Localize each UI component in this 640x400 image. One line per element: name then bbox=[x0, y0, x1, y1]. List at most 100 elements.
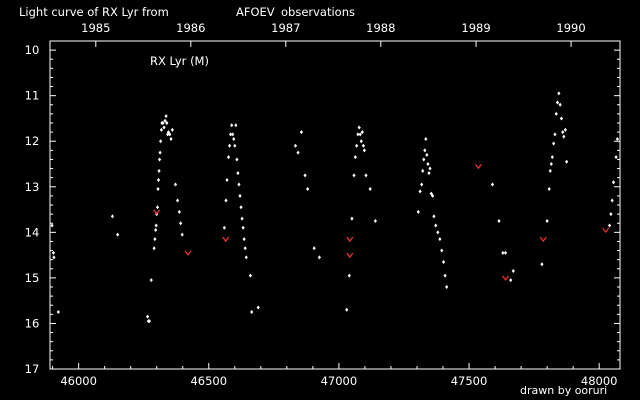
observation-point bbox=[56, 310, 60, 315]
observation-point bbox=[358, 132, 362, 137]
observation-point bbox=[432, 214, 436, 219]
observation-point bbox=[226, 155, 231, 160]
observation-point bbox=[550, 155, 554, 160]
year-label: 1985 bbox=[81, 21, 110, 35]
observation-point bbox=[165, 121, 169, 125]
observation-point bbox=[359, 139, 363, 144]
observation-point bbox=[303, 173, 307, 178]
observation-point bbox=[552, 141, 556, 146]
observation-point bbox=[509, 278, 513, 283]
observation-point bbox=[231, 132, 235, 137]
y-tick-label: 17 bbox=[25, 362, 40, 376]
x-tick-label: 48000 bbox=[581, 374, 618, 388]
fainter-than-mark bbox=[184, 250, 192, 256]
observation-point bbox=[238, 193, 242, 198]
observation-point bbox=[416, 209, 420, 214]
observation-point bbox=[180, 232, 184, 237]
observation-point bbox=[426, 162, 430, 166]
observation-point bbox=[177, 209, 181, 214]
observation-point bbox=[353, 155, 357, 160]
observation-point bbox=[52, 255, 56, 260]
observation-point bbox=[152, 246, 156, 251]
observation-point bbox=[159, 127, 163, 132]
fainter-than-mark bbox=[602, 227, 610, 234]
observation-point bbox=[222, 225, 226, 230]
observation-point bbox=[237, 182, 241, 187]
observation-point bbox=[609, 212, 613, 217]
observation-point bbox=[296, 150, 300, 155]
x-tick-label: 46000 bbox=[60, 374, 97, 388]
fainter-than-mark bbox=[474, 163, 482, 170]
observation-point bbox=[362, 148, 367, 153]
year-label: 1987 bbox=[271, 21, 300, 35]
observation-point bbox=[345, 307, 349, 312]
top-year-axis: 1985 1986 1987 1988 1989 1990 bbox=[81, 21, 586, 47]
observation-point bbox=[360, 130, 364, 135]
observation-point bbox=[154, 223, 158, 228]
observation-point bbox=[250, 310, 254, 315]
observation-point bbox=[225, 177, 229, 182]
y-tick-label: 14 bbox=[25, 225, 40, 239]
observation-point bbox=[149, 278, 153, 283]
observation-point bbox=[558, 102, 562, 107]
observation-point bbox=[434, 223, 438, 228]
observation-point bbox=[232, 136, 236, 141]
credit-text: drawn by ooruri bbox=[520, 384, 607, 397]
observation-point bbox=[425, 152, 429, 157]
observation-point bbox=[164, 114, 168, 119]
fainter-than-mark bbox=[222, 236, 230, 243]
observation-point bbox=[234, 123, 238, 128]
observation-point bbox=[428, 166, 432, 171]
observation-point bbox=[248, 273, 253, 278]
observation-point bbox=[293, 143, 298, 148]
observation-point bbox=[158, 150, 162, 155]
observation-point bbox=[236, 171, 240, 176]
observation-point bbox=[116, 232, 120, 237]
observation-point bbox=[347, 273, 351, 278]
observation-point bbox=[423, 148, 427, 153]
observation-point bbox=[443, 273, 447, 278]
observation-point bbox=[557, 91, 561, 96]
y-tick-label: 15 bbox=[25, 271, 40, 285]
y-tick-label: 10 bbox=[25, 43, 40, 57]
data-points bbox=[50, 91, 619, 324]
observation-point bbox=[156, 177, 161, 182]
observation-point bbox=[422, 157, 426, 162]
observation-point bbox=[361, 143, 365, 148]
observation-point bbox=[490, 182, 495, 187]
observation-point bbox=[614, 155, 618, 160]
observation-point bbox=[441, 259, 446, 264]
observation-point bbox=[110, 214, 115, 219]
year-label: 1990 bbox=[556, 21, 585, 35]
year-label: 1989 bbox=[461, 21, 490, 35]
y-tick-label: 16 bbox=[25, 316, 40, 330]
observation-point bbox=[179, 221, 183, 226]
observation-point bbox=[243, 246, 247, 251]
observation-point bbox=[256, 305, 260, 310]
observation-point bbox=[501, 250, 505, 255]
observation-point bbox=[51, 250, 55, 255]
observation-point bbox=[352, 173, 356, 178]
observation-point bbox=[229, 132, 233, 137]
observation-point bbox=[554, 111, 558, 116]
x-axis: 46000 46500 47000 47500 48000 bbox=[52, 363, 618, 388]
observation-point bbox=[431, 193, 435, 198]
x-tick-label: 46500 bbox=[190, 374, 227, 388]
observation-point bbox=[239, 205, 243, 210]
observation-point bbox=[155, 205, 160, 210]
observation-point bbox=[169, 136, 173, 141]
observation-point bbox=[438, 237, 442, 242]
fainter-than-mark bbox=[346, 252, 354, 259]
observation-point bbox=[153, 237, 157, 242]
observation-point bbox=[157, 157, 162, 162]
chart-title-prefix: Light curve of RX Lyr from bbox=[19, 5, 169, 19]
observation-point bbox=[162, 125, 166, 130]
observation-point bbox=[511, 269, 515, 274]
observation-point bbox=[421, 168, 425, 173]
x-tick-label: 47000 bbox=[321, 374, 358, 388]
observation-point bbox=[170, 127, 174, 132]
plot-frame bbox=[49, 40, 621, 370]
observation-point bbox=[445, 285, 449, 289]
observation-point bbox=[611, 180, 616, 185]
observation-point bbox=[355, 143, 359, 148]
